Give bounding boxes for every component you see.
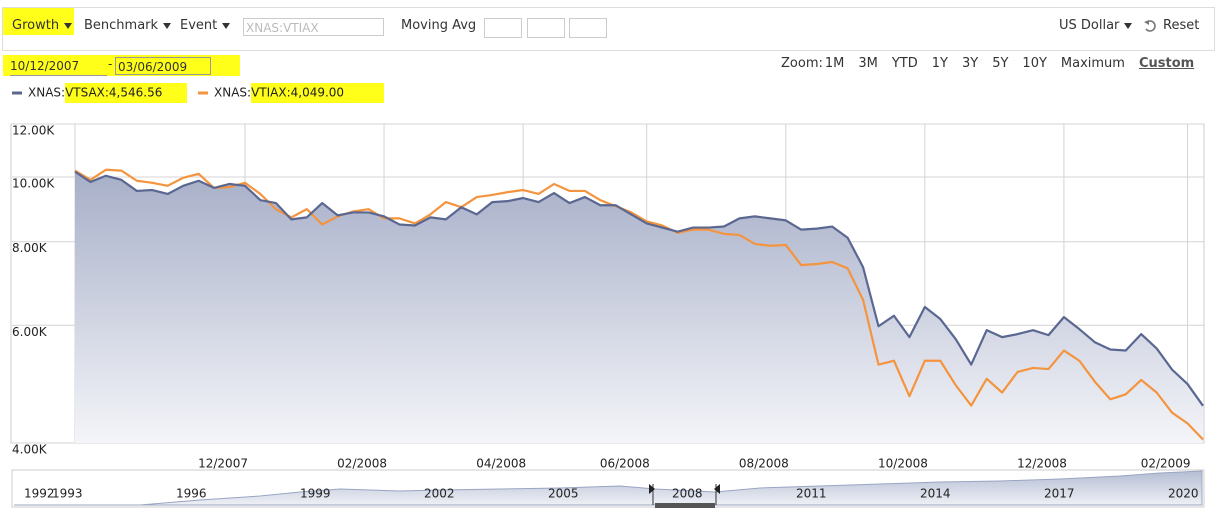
moving-avg-input[interactable] (484, 18, 522, 38)
series-line (74, 168, 1204, 441)
y-tick-label: 4.00K (12, 443, 48, 457)
highlight (65, 83, 187, 103)
zoom-option[interactable]: 1M (824, 56, 845, 71)
navigator-area (14, 470, 1203, 506)
navigator-label: 1992 (24, 487, 55, 501)
growth-dropdown[interactable]: Growth (12, 18, 73, 33)
dropdown-label: Growth (12, 18, 60, 33)
reset-icon (1144, 20, 1156, 32)
highlight (3, 8, 74, 35)
series-area (75, 171, 1203, 443)
dropdown-label: Benchmark (84, 18, 159, 33)
ticker-input[interactable]: XNAS:VTIAX (243, 18, 384, 36)
navigator-handle[interactable] (649, 484, 655, 494)
y-tick-label: 12.00K (12, 124, 55, 138)
navigator-label: 2020 (1168, 487, 1199, 501)
x-tick-label: 12/2007 (198, 457, 248, 471)
zoom-option[interactable]: Custom (1138, 56, 1195, 71)
reset-button[interactable]: Reset (1163, 18, 1200, 33)
zoom-option[interactable]: 3M (858, 56, 878, 71)
currency-dropdown[interactable]: US Dollar (1059, 18, 1133, 33)
navigator-label: 1993 (52, 487, 83, 501)
y-tick-label: 8.00K (12, 241, 48, 255)
zoom-option[interactable]: 3Y (961, 56, 979, 71)
legend-label: XNAS:VTIAX:4,049.00 (214, 86, 344, 100)
x-tick-label: 04/2008 (476, 457, 526, 471)
x-tick-label: 02/2009 (1141, 457, 1191, 471)
end-date-input[interactable]: 03/06/2009 (115, 57, 211, 75)
navigator-label: 2017 (1044, 487, 1075, 501)
y-tick-label: 6.00K (12, 325, 48, 339)
moving-avg-input[interactable] (527, 18, 565, 38)
start-date-input[interactable]: 10/12/2007 (10, 57, 107, 76)
navigator-label: 1996 (176, 487, 207, 501)
navigator-label: 2011 (796, 487, 827, 501)
highlight (3, 55, 240, 76)
x-tick-label: 06/2008 (600, 457, 650, 471)
dropdown-caret (163, 22, 172, 29)
navigator-scrollbar (655, 503, 715, 508)
navigator-label: 2014 (920, 487, 951, 501)
legend-label: XNAS:VTSAX:4,546.56 (28, 86, 162, 100)
moving-avg-input[interactable] (569, 18, 607, 38)
dropdown-label: US Dollar (1059, 18, 1120, 33)
navigator-label: 1999 (300, 487, 331, 501)
series-line (74, 170, 1204, 407)
zoom-option[interactable]: YTD (891, 56, 918, 71)
x-tick-label: 10/2008 (878, 457, 928, 471)
navigator-label: 2002 (424, 487, 455, 501)
navigator-label: 2005 (548, 487, 579, 501)
navigator-handle[interactable] (714, 484, 720, 494)
event-dropdown[interactable]: Event (180, 18, 231, 33)
dropdown-label: Event (180, 18, 218, 33)
zoom-label: Zoom: (781, 56, 823, 71)
benchmark-dropdown[interactable]: Benchmark (84, 18, 172, 33)
x-tick-label: 08/2008 (739, 457, 789, 471)
zoom-option[interactable]: 5Y (992, 56, 1009, 71)
dropdown-caret (1124, 22, 1133, 29)
dropdown-caret (222, 22, 231, 29)
x-tick-label: 12/2008 (1017, 457, 1067, 471)
zoom-bar: Zoom: 1M 3M YTD 1Y 3Y 5Y 10Y Maximum Custom (781, 56, 1208, 71)
x-tick-label: 02/2008 (337, 457, 387, 471)
zoom-option[interactable]: 10Y (1022, 56, 1047, 71)
moving-avg-label: Moving Avg (401, 18, 477, 33)
zoom-option[interactable]: Maximum (1060, 56, 1125, 71)
navigator-label: 2008 (672, 487, 703, 501)
highlight (251, 83, 384, 103)
dropdown-caret (64, 22, 73, 29)
toolbar (2, 7, 1215, 51)
plot-area: 4.00K 6.00K 8.00K 10.00K 12.00K 12/2007 02/200… (12, 123, 1204, 471)
zoom-option[interactable]: 1Y (931, 56, 948, 71)
date-separator: - (108, 57, 113, 71)
y-tick-label: 10.00K (12, 176, 55, 190)
